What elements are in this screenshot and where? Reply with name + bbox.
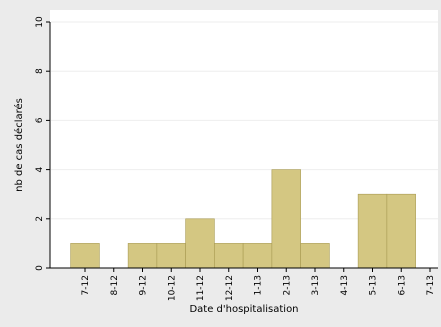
- y-tick-label-10: 10: [35, 16, 45, 28]
- y-axis-title: nb de cas déclarés: [13, 98, 25, 192]
- x-tick-label-1-13: 1-13: [254, 275, 264, 295]
- x-tick-label-3-13: 3-13: [311, 275, 321, 295]
- bar-10-12: [156, 243, 186, 269]
- bar-6-13: [386, 193, 416, 269]
- y-tick-label-2: 2: [35, 216, 45, 222]
- y-tick-label-6: 6: [35, 117, 45, 123]
- bar-11-12: [185, 218, 215, 269]
- x-axis-title: Date d'hospitalisation: [189, 304, 298, 315]
- x-ticks: 7-12 8-12 9-12 10-12 11-12 12-12 1-13 2-13 3-13 4…: [81, 268, 436, 301]
- x-tick-label-8-12: 8-12: [110, 275, 120, 295]
- y-ticks: 0 2 4 6 8 10: [35, 16, 50, 271]
- bar-7-12: [70, 243, 100, 269]
- bar-3-13: [300, 243, 330, 269]
- x-tick-label-5-13: 5-13: [369, 275, 379, 295]
- x-tick-label-7-12: 7-12: [81, 275, 91, 295]
- x-tick-label-7-13: 7-13: [426, 275, 436, 295]
- axes: [49, 22, 438, 269]
- x-tick-label-9-12: 9-12: [139, 275, 149, 295]
- bar-1-13: [242, 243, 273, 269]
- y-tick-label-4: 4: [35, 166, 45, 172]
- bar-9-12: [127, 243, 158, 269]
- x-tick-label-11-12: 11-12: [196, 275, 206, 301]
- y-tick-label-8: 8: [35, 68, 45, 74]
- x-tick-label-4-13: 4-13: [340, 275, 350, 295]
- x-tick-label-10-12: 10-12: [167, 275, 177, 301]
- bar-5-13: [357, 193, 388, 269]
- bar-2-13: [271, 169, 301, 269]
- bars: [70, 169, 416, 269]
- x-tick-label-12-12: 12-12: [225, 275, 235, 301]
- bar-12-12: [214, 243, 244, 269]
- x-tick-label-2-13: 2-13: [282, 275, 292, 295]
- x-tick-label-6-13: 6-13: [397, 275, 407, 295]
- y-tick-label-0: 0: [35, 265, 45, 271]
